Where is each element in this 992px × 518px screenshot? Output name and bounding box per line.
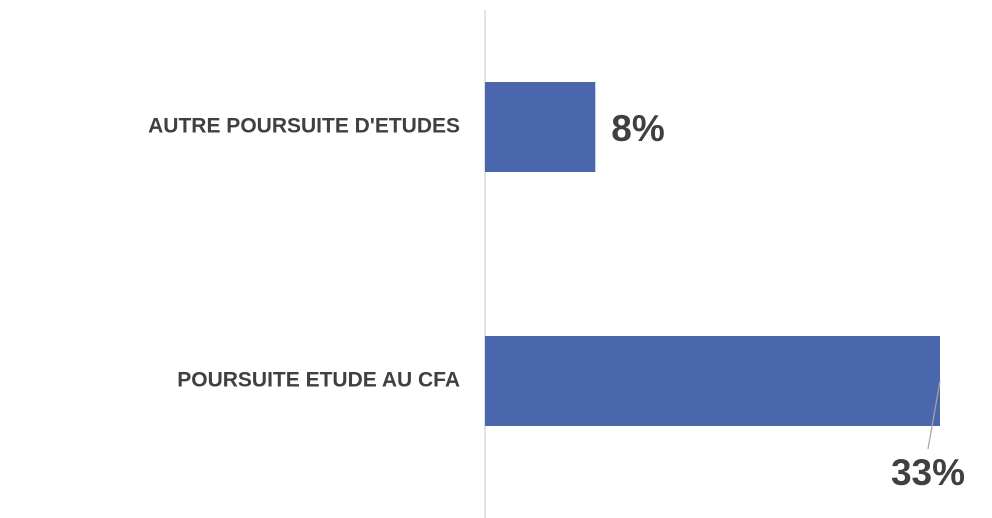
leader-line <box>927 380 941 450</box>
bar <box>485 336 940 426</box>
category-label: POURSUITE ETUDE AU CFA <box>177 369 460 392</box>
bar <box>485 82 596 172</box>
category-label: AUTRE POURSUITE D'ETUDES <box>148 115 460 138</box>
data-label: 8% <box>611 108 664 149</box>
data-label: 33% <box>891 452 965 493</box>
